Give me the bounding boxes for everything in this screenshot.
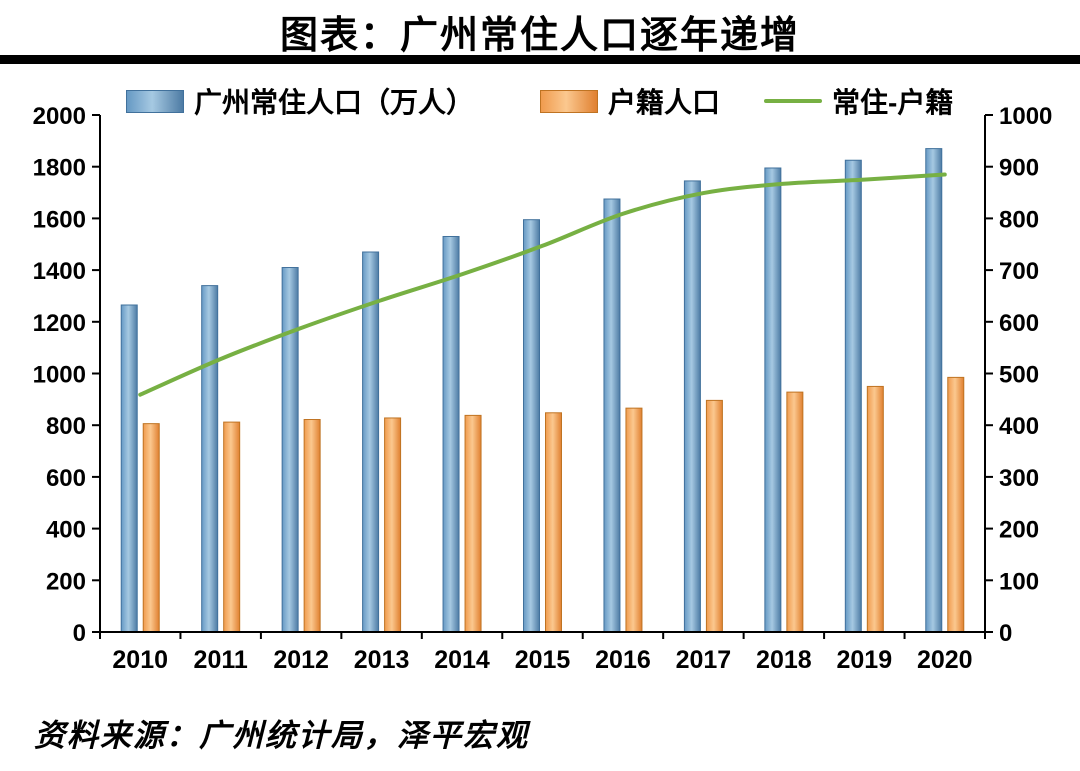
x-axis-label-2011: 2011 [194,646,248,674]
resident-bar-2011 [201,285,219,633]
chart-legend: 广州常住人口（万人） 户籍人口 常住-户籍 [0,84,1080,118]
diff-series-line-swatch [764,99,822,103]
registered-bar-2017 [705,399,723,633]
resident-bar-2017 [683,180,701,633]
right-axis-label-0: 0 [999,620,1012,647]
left-axis-label-1800: 1800 [33,155,86,182]
right-axis-label-400: 400 [999,413,1039,440]
registered-bar-2012 [303,419,321,633]
left-axis-label-1200: 1200 [33,310,86,337]
legend-item-resident: 广州常住人口（万人） [126,84,474,118]
resident-bar-2016 [603,198,621,633]
x-axis-label-2015: 2015 [515,646,571,674]
registered-bar-2010 [142,423,160,633]
registered-bar-2014 [464,414,482,633]
right-axis-label-200: 200 [999,517,1039,544]
right-axis-label-600: 600 [999,310,1039,337]
resident-bar-2012 [281,267,299,633]
left-axis-label-600: 600 [46,465,86,492]
right-axis-label-500: 500 [999,362,1039,389]
x-axis-label-2013: 2013 [354,646,410,674]
resident-bar-2010 [120,304,138,633]
left-axis-label-1000: 1000 [33,362,86,389]
resident-bar-2015 [523,219,540,633]
right-axis-label-1000: 1000 [999,103,1052,130]
registered-bar-2013 [384,417,402,633]
left-axis-label-1600: 1600 [33,206,86,233]
x-axis-label-2014: 2014 [434,646,490,674]
registered-bar-2020 [947,376,965,633]
resident-bar-2018 [764,167,782,633]
left-axis-label-400: 400 [46,517,86,544]
right-axis-label-800: 800 [999,206,1039,233]
left-axis-label-1400: 1400 [33,258,86,285]
source-note: 资料来源：广州统计局，泽平宏观 [34,718,529,753]
x-axis-label-2010: 2010 [112,646,168,674]
x-axis-label-2012: 2012 [273,646,329,674]
registered-bar-2016 [625,407,643,633]
resident-bar-2020 [925,148,943,633]
resident-series-swatch [126,89,184,113]
x-axis-label-2020: 2020 [917,646,973,674]
right-axis-label-300: 300 [999,465,1039,492]
diff-line [138,172,947,397]
registered-bar-2011 [223,421,241,633]
legend-item-diff: 常住-户籍 [764,84,953,118]
x-axis-label-2019: 2019 [837,646,893,674]
chart-title: 图表：广州常住人口逐年递增 [279,15,800,57]
left-axis-label-200: 200 [46,568,86,595]
right-axis-label-700: 700 [999,258,1039,285]
legend-label-registered: 户籍人口 [608,87,721,118]
x-axis-label-2016: 2016 [595,646,651,674]
left-axis-label-2000: 2000 [33,103,86,130]
legend-label-diff: 常住-户籍 [832,87,954,118]
right-axis-label-100: 100 [999,568,1039,595]
left-axis-label-800: 800 [46,413,86,440]
resident-bar-2013 [362,251,380,633]
registered-bar-2018 [786,391,804,633]
right-axis-label-900: 900 [999,155,1039,182]
resident-bar-2014 [442,235,460,633]
title-divider [0,55,1080,64]
resident-bar-2019 [844,159,862,633]
registered-bar-2019 [866,385,884,633]
left-axis-label-0: 0 [73,620,86,647]
x-axis-label-2017: 2017 [676,646,732,674]
legend-item-registered: 户籍人口 [540,84,720,118]
legend-label-resident: 广州常住人口（万人） [194,87,475,118]
registered-series-swatch [540,89,598,113]
x-axis-label-2018: 2018 [756,646,812,674]
registered-bar-2015 [545,412,562,633]
